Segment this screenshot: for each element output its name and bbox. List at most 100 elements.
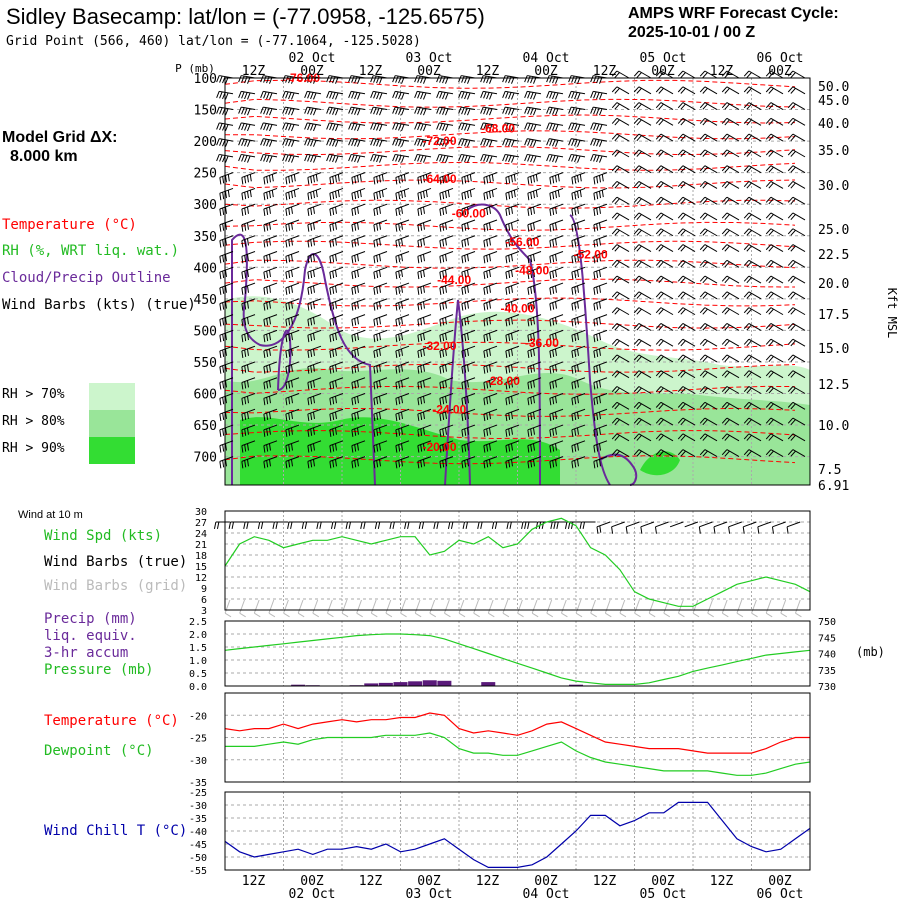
barb-flag [598, 175, 601, 183]
barb-staff [341, 599, 348, 614]
barb-flag [266, 270, 269, 279]
barb-flag [601, 174, 604, 182]
upper-air-wind-barb [677, 180, 696, 189]
barb-flag [611, 133, 618, 140]
date-label-top: 06 Oct [757, 51, 804, 66]
date-label-top: 05 Oct [640, 51, 687, 66]
barb-staff [527, 172, 542, 178]
pressure-tick-label: 650 [194, 419, 217, 434]
kft-tick-label: 12.5 [818, 378, 849, 393]
barb-staff [549, 235, 564, 242]
upper-air-wind-barb [461, 282, 476, 295]
upper-air-wind-barb [329, 314, 344, 327]
barb-flag [633, 449, 640, 456]
barb-flag [332, 176, 335, 184]
upper-air-wind-barb [329, 298, 344, 311]
time-tick-label-bottom: 12Z [359, 874, 383, 889]
barb-staff [682, 417, 696, 426]
barb-flag [552, 334, 555, 342]
barb-flag [699, 181, 706, 187]
date-label-bottom: 05 Oct [640, 887, 687, 900]
upper-air-wind-barb [219, 266, 234, 280]
upper-air-wind-barb [351, 203, 366, 216]
barb-staff [219, 377, 234, 383]
barb-staff [770, 165, 784, 174]
barb-flag [444, 380, 447, 388]
barb-flag [633, 401, 640, 408]
upper-air-wind-barb [241, 345, 256, 358]
barb-staff [263, 219, 278, 226]
barb-flag [491, 174, 494, 182]
barb-flag [461, 139, 465, 146]
kft-tick-label: 50.0 [818, 80, 849, 95]
upper-air-wind-barb [721, 433, 740, 442]
barb-flag [244, 207, 247, 215]
barb-staff [726, 180, 740, 189]
barb-flag [458, 91, 462, 99]
barb-flag [291, 140, 295, 147]
barb-flag [724, 434, 730, 441]
upper-air-wind-barb [787, 370, 806, 379]
barb-flag [724, 450, 730, 457]
upper-air-wind-barb [285, 298, 300, 311]
barb-flag [532, 411, 535, 420]
barb-flag [219, 287, 222, 295]
barb-flag [224, 269, 227, 278]
barb-flag [400, 411, 403, 420]
barb-flag [227, 174, 230, 182]
barb-flag [266, 318, 269, 326]
barb-staff [721, 599, 728, 614]
barb-flag [677, 275, 684, 282]
barb-flag [765, 181, 772, 187]
barb-staff [483, 266, 498, 273]
upper-air-wind-barb [461, 456, 476, 469]
surface-wind-barb [579, 521, 596, 529]
pressure-tick-label: 700 [194, 451, 217, 466]
barb-flag [329, 413, 332, 422]
pressure-tick-label: 450 [194, 293, 217, 308]
barb-staff [682, 291, 696, 300]
barb-staff [704, 133, 718, 142]
barb-staff [307, 122, 322, 126]
barb-flag [611, 417, 618, 424]
barb-staff [307, 106, 322, 111]
barb-flag [502, 612, 510, 618]
barb-flag [244, 365, 247, 373]
upper-air-wind-barb [633, 338, 652, 347]
barb-staff [748, 370, 762, 379]
upper-air-wind-barb [611, 307, 630, 316]
upper-air-wind-barb [721, 86, 740, 95]
barb-flag [483, 193, 486, 201]
barb-flag [527, 521, 530, 529]
barb-flag [655, 86, 662, 93]
barb-staff [307, 203, 322, 210]
grid-wind-barb [326, 599, 334, 618]
barb-staff [439, 440, 454, 447]
barb-flag [574, 155, 578, 163]
barb-flag [288, 318, 291, 326]
barb-flag [422, 254, 425, 262]
upper-air-wind-barb [282, 90, 300, 100]
upper-air-wind-barb [285, 172, 300, 185]
barb-staff [792, 386, 806, 394]
barb-flag [238, 91, 242, 99]
barb-staff [682, 212, 696, 221]
barb-staff [713, 521, 728, 528]
barb-flag [765, 307, 772, 314]
barb-flag [241, 445, 244, 453]
barb-flag [246, 459, 249, 467]
upper-air-wind-barb [326, 122, 344, 132]
barb-staff [483, 282, 498, 289]
barb-flag [398, 123, 402, 131]
barb-flag [436, 75, 440, 83]
upper-air-wind-barb [241, 361, 256, 374]
barb-flag [422, 348, 425, 356]
barb-flag [549, 75, 553, 83]
barb-flag [244, 176, 247, 184]
barb-staff [616, 433, 630, 442]
barb-staff [527, 153, 542, 158]
barb-flag [398, 92, 402, 100]
barb-flag [699, 307, 706, 314]
barb-flag [312, 191, 315, 199]
barb-flag [442, 286, 445, 294]
